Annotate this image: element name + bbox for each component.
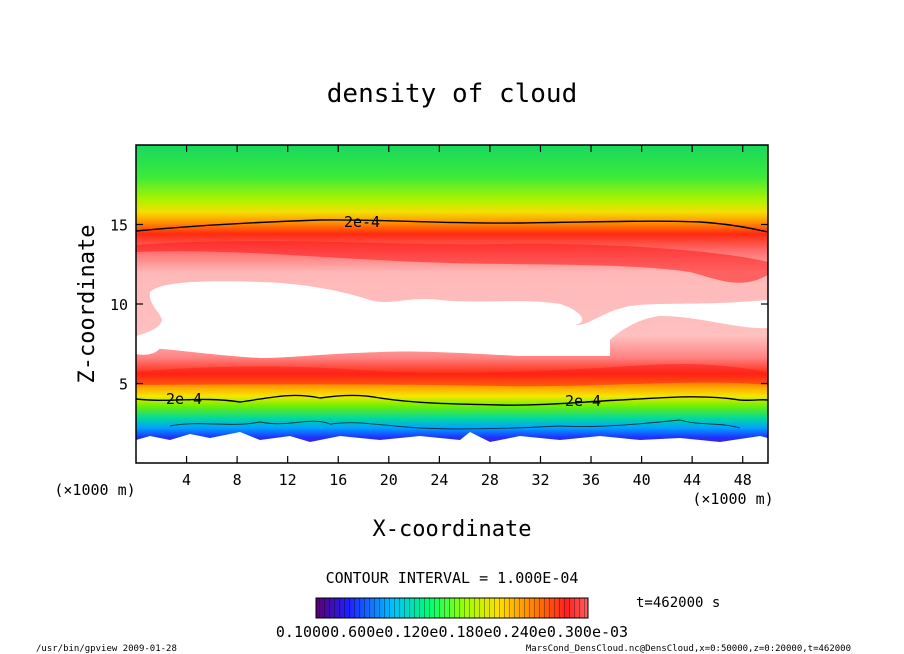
y-tick-label: 15	[110, 217, 128, 235]
x-tick-label: 12	[279, 471, 297, 489]
y-axis: 5 10 15	[110, 217, 768, 394]
footer-left: /usr/bin/gpview 2009-01-28	[36, 644, 177, 654]
time-label: t=462000 s	[636, 595, 720, 611]
x-tick-label: 36	[582, 471, 600, 489]
z-unit-label: (×1000 m)	[54, 481, 135, 499]
x-tick-label: 16	[329, 471, 347, 489]
x-tick-label: 24	[430, 471, 448, 489]
colorbar	[315, 597, 589, 619]
contour-line-upper	[136, 219, 768, 233]
upper-red-band	[136, 241, 768, 283]
colorbar-labels: 0.10000.600e0.120e0.180e0.240e0.300e-03	[276, 623, 628, 641]
x-tick-label: 4	[182, 471, 191, 489]
x-tick-label: 28	[481, 471, 499, 489]
footer-right: MarsCond_DensCloud.nc@DensCloud,x=0:5000…	[526, 644, 851, 654]
x-tick-label: 40	[633, 471, 651, 489]
contour-line-surface	[169, 419, 741, 430]
contour-interval-text: CONTOUR INTERVAL = 1.000E-04	[326, 569, 579, 587]
y-tick-label: 10	[110, 296, 128, 314]
plot-area	[136, 145, 768, 463]
contour-label: 2e-4	[166, 390, 202, 408]
x-tick-label: 48	[734, 471, 752, 489]
x-axis-title: X-coordinate	[373, 517, 532, 542]
cloud-core-region	[136, 281, 768, 358]
x-axis: 4 8 12 16 20 24 28 32 36 40 44 48	[182, 145, 752, 489]
lower-red-band	[136, 364, 768, 387]
x-tick-label: 20	[380, 471, 398, 489]
y-tick-label: 5	[119, 376, 128, 394]
x-unit-label: (×1000 m)	[692, 490, 773, 508]
contour-line-lower	[136, 394, 768, 406]
cloud-gap-left	[136, 335, 160, 355]
x-tick-label: 32	[531, 471, 549, 489]
y-axis-title: Z-coordinate	[75, 225, 100, 384]
ground-region	[136, 432, 768, 463]
chart-title: density of cloud	[327, 79, 577, 109]
contour-label: 2e-4	[344, 213, 380, 231]
x-tick-label: 8	[233, 471, 242, 489]
contour-label: 2e-4	[565, 392, 601, 410]
x-tick-label: 44	[683, 471, 701, 489]
